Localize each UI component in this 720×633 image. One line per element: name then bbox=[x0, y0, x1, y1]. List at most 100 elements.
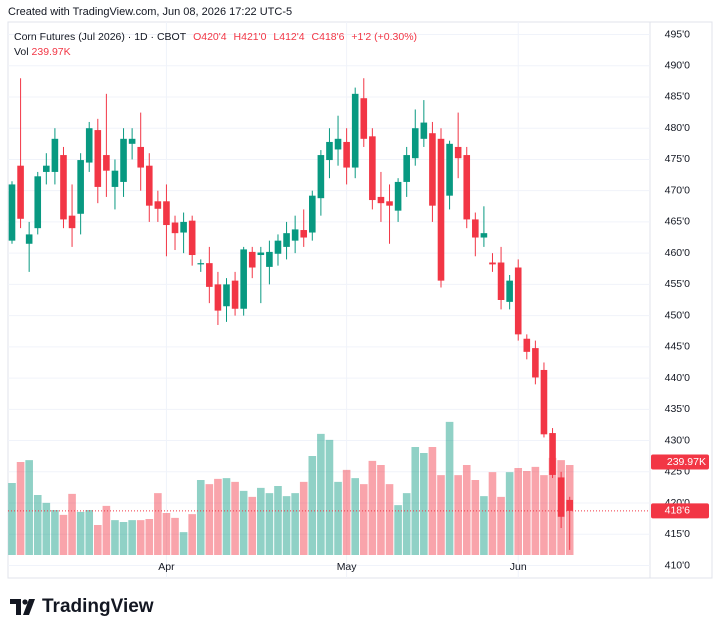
volume-bar bbox=[325, 439, 334, 555]
volume-bar bbox=[385, 484, 394, 555]
y-tick-label: 415'0 bbox=[665, 528, 691, 540]
candle-body bbox=[214, 284, 222, 311]
volume-bar bbox=[377, 465, 385, 555]
candle-body bbox=[223, 284, 230, 307]
y-tick-label: 465'0 bbox=[665, 216, 691, 228]
volume-bar bbox=[402, 493, 411, 555]
volume-bar bbox=[25, 460, 33, 555]
candle-body bbox=[180, 221, 187, 233]
volume-bar bbox=[351, 478, 359, 555]
candle-body bbox=[17, 165, 24, 219]
candle-body bbox=[137, 146, 144, 168]
volume-value: 239.97K bbox=[31, 46, 71, 58]
volume-bar bbox=[196, 480, 205, 555]
candle-body bbox=[206, 263, 213, 287]
candle-body bbox=[154, 201, 162, 209]
volume-bar bbox=[205, 484, 214, 555]
header: Created with TradingView.com, Jun 08, 20… bbox=[8, 6, 293, 18]
volume-bar bbox=[265, 493, 274, 555]
volume-bar bbox=[102, 505, 111, 555]
candle-body bbox=[334, 138, 342, 150]
y-tick-label: 450'0 bbox=[665, 309, 691, 321]
volume-bar bbox=[85, 510, 94, 555]
legend-low: L412'4 bbox=[273, 31, 305, 43]
candle-body bbox=[8, 184, 16, 241]
volume-bar bbox=[505, 472, 514, 555]
volume-bar bbox=[445, 421, 454, 555]
last-volume-label: 239.97K bbox=[667, 456, 706, 468]
x-tick-label: Apr bbox=[158, 561, 175, 573]
candle-body bbox=[437, 138, 445, 281]
volume-bar bbox=[68, 493, 76, 555]
candle-body bbox=[557, 477, 565, 517]
y-tick-label: 455'0 bbox=[665, 278, 691, 290]
candle-body bbox=[394, 181, 402, 211]
logo-icon bbox=[10, 599, 35, 615]
volume-name: Vol bbox=[14, 46, 29, 58]
candle-body bbox=[566, 499, 573, 511]
volume-bar bbox=[480, 496, 488, 555]
volume-bar bbox=[179, 532, 188, 555]
y-tick-label: 490'0 bbox=[665, 60, 691, 72]
candle-body bbox=[506, 280, 513, 302]
volume-bar bbox=[119, 522, 128, 555]
candle-body bbox=[266, 251, 273, 267]
volume-legend: Vol 239.97K bbox=[14, 46, 71, 58]
y-tick-label: 410'0 bbox=[665, 559, 691, 571]
plot-frame bbox=[7, 21, 713, 579]
volume-bar bbox=[257, 487, 265, 555]
candle-body bbox=[68, 215, 76, 229]
legend-close: C418'6 bbox=[311, 31, 345, 43]
candle-body bbox=[351, 93, 359, 168]
candle-body bbox=[240, 249, 247, 309]
candle-body bbox=[145, 165, 153, 206]
candle-body bbox=[274, 240, 282, 254]
candle-body bbox=[360, 98, 368, 139]
volume-bar bbox=[59, 514, 68, 555]
y-tick-label: 495'0 bbox=[665, 28, 691, 40]
volume-bar bbox=[231, 481, 239, 555]
logo: TradingView bbox=[10, 596, 154, 618]
candle-body bbox=[532, 348, 539, 378]
candle-body bbox=[188, 220, 196, 256]
candle-body bbox=[60, 155, 67, 220]
last-volume-box bbox=[651, 454, 709, 470]
candle-body bbox=[309, 195, 316, 233]
candle-body bbox=[369, 136, 376, 201]
volume-bar bbox=[188, 514, 196, 555]
candle-body bbox=[283, 233, 290, 247]
volume-bar bbox=[171, 517, 179, 555]
candle-body bbox=[326, 141, 333, 161]
y-tick-label: 440'0 bbox=[665, 372, 691, 384]
y-tick-label: 485'0 bbox=[665, 91, 691, 103]
volume-bar bbox=[514, 468, 523, 555]
candle-body bbox=[540, 369, 548, 435]
candle-body bbox=[171, 222, 179, 234]
volume-bar bbox=[145, 519, 154, 555]
y-tick-label: 470'0 bbox=[665, 184, 691, 196]
candle-body bbox=[231, 280, 239, 309]
volume-bar bbox=[42, 502, 51, 555]
volume-bar bbox=[154, 493, 162, 555]
y-tick-label: 475'0 bbox=[665, 153, 691, 165]
volume-bar bbox=[462, 465, 471, 555]
volume-bar bbox=[308, 456, 317, 555]
candle-body bbox=[411, 128, 419, 159]
volume-bar bbox=[8, 483, 16, 555]
candle-body bbox=[197, 263, 205, 265]
candle-body bbox=[111, 170, 119, 187]
candle-body bbox=[429, 133, 436, 206]
volume-bar bbox=[51, 510, 59, 555]
candle-body bbox=[403, 155, 410, 182]
x-tick-label: Jun bbox=[510, 561, 527, 573]
volume-bar bbox=[471, 480, 480, 555]
candle-body bbox=[514, 267, 522, 335]
candle-body bbox=[300, 230, 308, 238]
candle-body bbox=[480, 233, 488, 238]
legend-high: H421'0 bbox=[233, 31, 267, 43]
y-tick-label: 445'0 bbox=[665, 341, 691, 353]
last-price-label: 418'6 bbox=[665, 505, 691, 517]
candle-body bbox=[120, 138, 127, 182]
volume-bar bbox=[214, 478, 222, 555]
